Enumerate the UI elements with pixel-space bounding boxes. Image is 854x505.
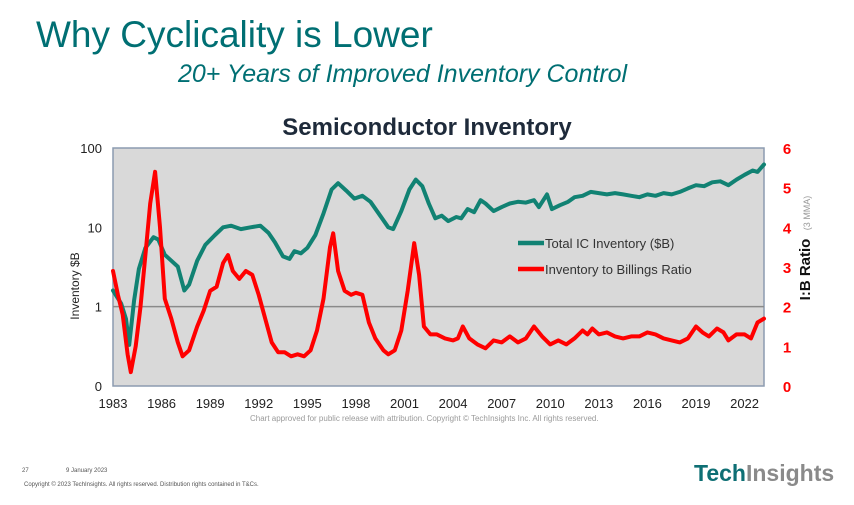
y-tick-label: 0 [95,379,102,394]
y-tick-label: 100 [80,141,102,156]
copyright-notice: Copyright © 2023 TechInsights. All right… [24,482,259,488]
x-tick-label: 2007 [487,396,516,411]
y2-axis-label-main: I:B Ratio [797,239,814,301]
y2-tick-label: 5 [783,181,791,198]
techinsights-logo: TechInsights [694,460,834,487]
x-tick-label: 1995 [293,396,322,411]
y2-tick-label: 2 [783,300,791,317]
y2-tick-label: 4 [783,220,792,237]
y-axis-label: Inventory $B [68,252,82,319]
y2-tick-label: 6 [783,141,791,158]
x-tick-label: 2001 [390,396,419,411]
chart-credit: Chart approved for public release with a… [250,414,599,423]
y-tick-label: 1 [95,300,102,315]
x-tick-label: 2010 [536,396,565,411]
y2-axis-label-note: (3 MMA) [802,196,812,231]
x-tick-label: 1998 [341,396,370,411]
y-tick-label: 10 [88,220,102,235]
x-tick-label: 1986 [147,396,176,411]
slide-title: Why Cyclicality is Lower [36,14,433,55]
x-tick-label: 2019 [682,396,711,411]
series-total-ic-inventory [111,162,766,347]
logo-insights: Insights [745,460,835,486]
slide-subtitle: 20+ Years of Improved Inventory Control [178,60,628,88]
chart-title: Semiconductor Inventory [282,114,572,141]
y2-axis-label: I:B Ratio (3 MMA) [797,196,814,301]
x-tick-label: 2013 [584,396,613,411]
y2-tick-label: 1 [783,339,791,356]
x-tick-label: 1983 [99,396,128,411]
x-tick-label: 2022 [730,396,759,411]
x-tick-label: 1992 [244,396,273,411]
legend-label-ratio: Inventory to Billings Ratio [545,262,692,277]
y2-tick-label: 0 [783,379,791,396]
x-tick-label: 2016 [633,396,662,411]
y2-tick-label: 3 [783,260,791,277]
logo-tech: Tech [694,460,746,486]
series-inventory-billings-ratio [111,169,766,375]
x-tick-label: 2004 [439,396,468,411]
page-number: 27 [22,468,29,474]
slide-date: 9 January 2023 [66,468,108,474]
legend-label-inventory: Total IC Inventory ($B) [545,236,674,251]
legend: Total IC Inventory ($B) Inventory to Bil… [518,236,692,277]
x-tick-label: 1989 [196,396,225,411]
